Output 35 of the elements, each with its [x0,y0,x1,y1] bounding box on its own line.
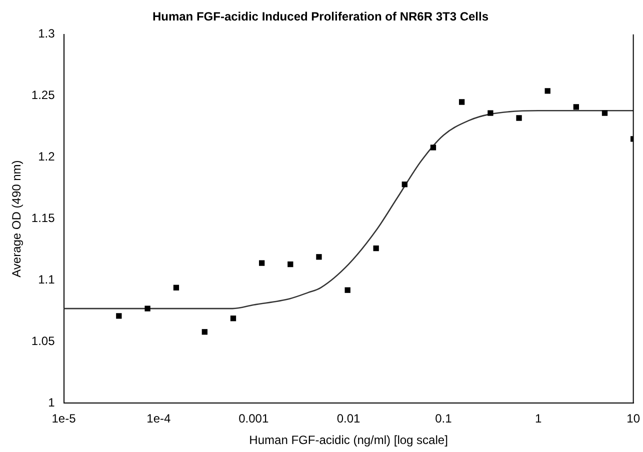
chart-title: Human FGF-acidic Induced Proliferation of NR6R 3T3 Cells [152,10,489,24]
x-tick-label: 1e-4 [146,412,172,426]
point [288,261,294,268]
x-tick-label: 0.001 [238,412,269,426]
point [458,99,465,105]
x-tick-label: 1e-5 [52,412,76,426]
x-tick-label: 0.01 [336,412,361,426]
point [202,329,208,335]
point [516,115,522,121]
point [230,316,236,322]
point [373,245,379,252]
x-tick-label: 0.1 [435,412,452,426]
point [573,104,579,110]
y-tick-label: 1 [48,396,56,410]
x-axis-title: Human FGF-acidic (ng/ml) [log scale] [249,433,448,448]
y-tick-label: 1.2 [38,150,56,164]
y-tick-label: 1.25 [31,88,56,102]
point [488,110,494,116]
point [402,182,408,188]
point [602,110,608,116]
x-tick-label: 10 [626,412,640,426]
point [173,284,180,290]
y-tick-label: 1.3 [38,26,56,41]
point [144,306,150,312]
point [430,144,436,150]
y-tick-label: 1.15 [31,211,56,226]
point [544,88,550,94]
y-tick-label: 1.05 [31,334,56,348]
x-tick-label: 1 [535,412,542,426]
point [344,287,350,293]
y-tick-label: 1.1 [38,272,56,287]
point [316,254,322,260]
point [116,313,122,319]
y-axis-title: Average OD (490 nm) [10,160,24,278]
point [258,260,265,266]
